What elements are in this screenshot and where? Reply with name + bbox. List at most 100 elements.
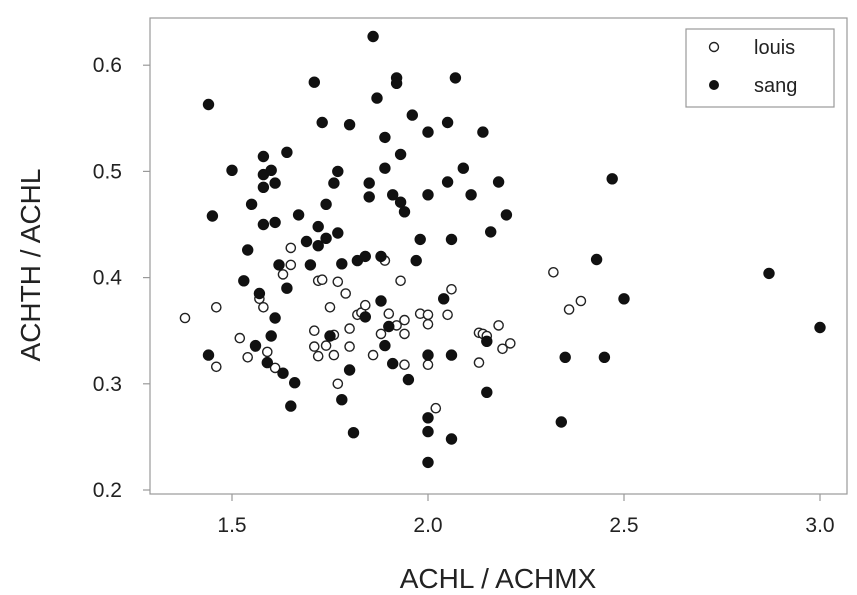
point-louis xyxy=(210,301,222,313)
point-sang xyxy=(312,220,324,233)
point-sang xyxy=(445,433,458,445)
point-sang xyxy=(257,150,270,163)
point-sang xyxy=(328,177,340,189)
point-louis xyxy=(269,362,281,374)
point-louis xyxy=(504,338,516,349)
point-sang xyxy=(265,330,277,342)
point-sang xyxy=(257,181,270,194)
point-sang xyxy=(375,295,387,307)
point-sang xyxy=(441,116,454,129)
legend-marker-louis xyxy=(708,41,720,53)
legend-marker-sang xyxy=(709,80,719,90)
point-sang xyxy=(277,367,289,379)
point-sang xyxy=(312,240,324,252)
point-sang xyxy=(300,235,313,248)
y-tick-label: 0.4 xyxy=(93,267,123,290)
point-sang xyxy=(379,162,391,174)
point-louis xyxy=(234,332,246,344)
y-tick-label: 0.6 xyxy=(93,54,122,77)
point-sang xyxy=(265,164,277,177)
y-tick-label: 0.3 xyxy=(93,373,122,396)
point-sang xyxy=(261,356,273,369)
point-sang xyxy=(477,126,489,138)
point-louis xyxy=(548,266,559,278)
point-louis xyxy=(399,314,410,326)
point-sang xyxy=(379,131,391,144)
point-louis xyxy=(367,349,379,361)
point-louis xyxy=(332,276,344,288)
point-louis xyxy=(210,361,222,373)
point-louis xyxy=(328,349,340,361)
x-tick-label: 2.0 xyxy=(413,514,442,537)
point-louis xyxy=(344,341,355,352)
point-sang xyxy=(422,126,434,138)
point-louis xyxy=(320,340,332,351)
point-sang xyxy=(269,177,281,189)
point-sang xyxy=(465,189,477,201)
point-sang xyxy=(422,349,434,361)
point-sang xyxy=(332,165,344,178)
point-sang xyxy=(481,335,493,347)
legend-label-sang: sang xyxy=(754,75,797,97)
legend-label-louis: louis xyxy=(754,37,795,59)
point-louis xyxy=(473,357,485,368)
point-louis xyxy=(442,309,453,321)
point-sang xyxy=(359,311,371,323)
y-axis-title: ACHTH / ACHL xyxy=(15,169,46,362)
point-sang xyxy=(324,330,336,342)
x-tick-label: 2.5 xyxy=(609,514,638,537)
x-axis-ticks: 1.5 2.0 2.5 3.0 xyxy=(217,494,835,537)
point-sang xyxy=(445,349,458,361)
point-sang xyxy=(500,209,513,221)
point-sang xyxy=(398,206,411,218)
point-louis xyxy=(332,378,344,390)
point-sang xyxy=(555,416,567,428)
point-louis xyxy=(316,274,328,286)
point-sang xyxy=(559,351,571,363)
point-louis xyxy=(359,299,371,311)
point-sang xyxy=(422,456,434,469)
point-sang xyxy=(249,339,262,352)
point-sang xyxy=(202,349,215,361)
point-sang xyxy=(383,320,395,333)
point-sang xyxy=(449,72,462,84)
point-sang xyxy=(606,173,618,185)
point-sang xyxy=(289,377,301,389)
legend-box xyxy=(685,28,835,108)
point-sang xyxy=(304,259,317,271)
point-sang xyxy=(414,233,426,246)
point-sang xyxy=(269,216,281,229)
point-louis xyxy=(312,350,324,362)
y-axis-ticks: 0.2 0.3 0.4 0.5 0.6 xyxy=(93,54,150,502)
point-louis xyxy=(399,359,410,371)
point-sang xyxy=(245,198,258,211)
plot-frame xyxy=(149,17,848,495)
point-sang xyxy=(379,339,391,352)
point-sang xyxy=(285,400,297,412)
point-sang xyxy=(387,189,399,201)
y-tick-label: 0.2 xyxy=(93,479,122,502)
point-sang xyxy=(238,275,250,287)
x-tick-label: 3.0 xyxy=(805,514,834,537)
point-louis xyxy=(308,341,320,352)
point-sang xyxy=(226,164,238,177)
point-louis xyxy=(563,304,575,315)
y-tick-label: 0.5 xyxy=(93,160,122,183)
point-louis xyxy=(430,402,442,414)
point-sang xyxy=(618,293,630,305)
point-louis xyxy=(344,323,355,334)
point-sang xyxy=(343,119,356,131)
point-sang xyxy=(316,116,328,129)
point-sang xyxy=(481,386,493,398)
point-sang xyxy=(492,176,505,188)
point-louis xyxy=(277,269,289,280)
point-sang xyxy=(590,253,603,266)
point-sang xyxy=(394,196,407,208)
point-sang xyxy=(371,92,383,104)
point-sang xyxy=(281,146,293,159)
point-sang xyxy=(343,364,356,376)
point-sang xyxy=(253,287,266,300)
point-louis xyxy=(340,288,352,299)
point-louis xyxy=(285,242,297,254)
